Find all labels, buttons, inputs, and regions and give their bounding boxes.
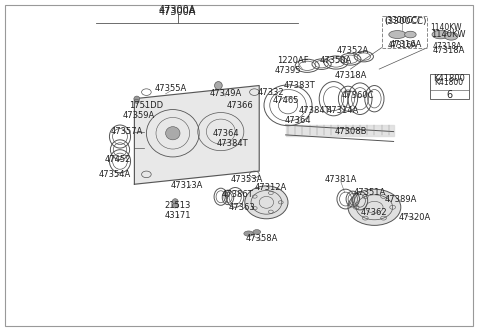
Ellipse shape	[348, 189, 401, 225]
Text: 6: 6	[446, 90, 452, 100]
Ellipse shape	[389, 31, 406, 38]
Text: 47318A: 47318A	[334, 71, 367, 80]
Text: 47320A: 47320A	[399, 213, 432, 222]
Text: 47386T: 47386T	[222, 190, 253, 199]
Text: 47359A: 47359A	[123, 111, 156, 120]
Text: 47364: 47364	[284, 115, 311, 125]
Text: 21513: 21513	[165, 201, 191, 210]
Ellipse shape	[215, 82, 222, 89]
Text: 47314A: 47314A	[327, 106, 360, 115]
Text: 47384T: 47384T	[299, 106, 330, 115]
Text: 47357A: 47357A	[111, 127, 144, 136]
Text: 47384T: 47384T	[217, 139, 249, 148]
Ellipse shape	[172, 199, 178, 204]
Ellipse shape	[245, 186, 288, 219]
Ellipse shape	[172, 203, 178, 208]
Text: 47316A: 47316A	[387, 41, 417, 50]
Text: 47351A: 47351A	[353, 188, 386, 197]
Text: 47350A: 47350A	[320, 56, 352, 65]
Text: 47313A: 47313A	[171, 181, 204, 190]
Text: 1220AF: 1220AF	[277, 56, 309, 65]
Text: 47332: 47332	[258, 88, 285, 97]
Text: 47352A: 47352A	[336, 46, 369, 56]
Text: K41800: K41800	[435, 78, 464, 88]
Text: (3300CC): (3300CC)	[384, 17, 427, 26]
Text: 47355A: 47355A	[154, 84, 187, 93]
Text: (3300CC): (3300CC)	[384, 16, 420, 25]
Text: K41800: K41800	[433, 74, 465, 84]
Text: 47316A: 47316A	[389, 40, 422, 49]
Text: 47389A: 47389A	[384, 194, 417, 204]
Ellipse shape	[444, 32, 458, 40]
Text: 47312A: 47312A	[255, 183, 288, 192]
Text: 43171: 43171	[164, 211, 191, 220]
Text: 47364: 47364	[212, 129, 239, 138]
Text: 47366: 47366	[227, 101, 253, 110]
Text: 47300A: 47300A	[159, 5, 196, 15]
Text: 47383T: 47383T	[284, 81, 316, 90]
Text: 47395: 47395	[275, 66, 301, 75]
Text: 47358A: 47358A	[245, 234, 278, 243]
Text: 47465: 47465	[272, 96, 299, 105]
Ellipse shape	[166, 127, 180, 140]
Text: 47349A: 47349A	[209, 89, 242, 98]
Polygon shape	[134, 86, 259, 184]
Text: 47381A: 47381A	[324, 175, 357, 184]
Ellipse shape	[432, 30, 449, 39]
Text: 47363: 47363	[229, 203, 256, 212]
Ellipse shape	[253, 230, 261, 234]
Ellipse shape	[405, 31, 416, 38]
Text: 1751DD: 1751DD	[129, 101, 164, 110]
Text: 47318A: 47318A	[432, 46, 465, 56]
Bar	[382, 16, 427, 48]
Text: 47354A: 47354A	[99, 170, 132, 179]
Text: 47318A: 47318A	[432, 42, 462, 51]
Ellipse shape	[244, 231, 253, 236]
Text: 47300A: 47300A	[159, 7, 196, 16]
Text: 47308B: 47308B	[334, 127, 367, 136]
Text: 47353A: 47353A	[231, 175, 264, 184]
Ellipse shape	[134, 99, 139, 103]
Bar	[430, 74, 469, 99]
Text: 47362: 47362	[361, 208, 388, 217]
Text: 47452: 47452	[105, 155, 131, 164]
Ellipse shape	[134, 96, 140, 101]
Text: 1140KW: 1140KW	[431, 23, 462, 32]
Text: 1140KW: 1140KW	[432, 30, 466, 39]
Text: 47360C: 47360C	[341, 91, 374, 100]
